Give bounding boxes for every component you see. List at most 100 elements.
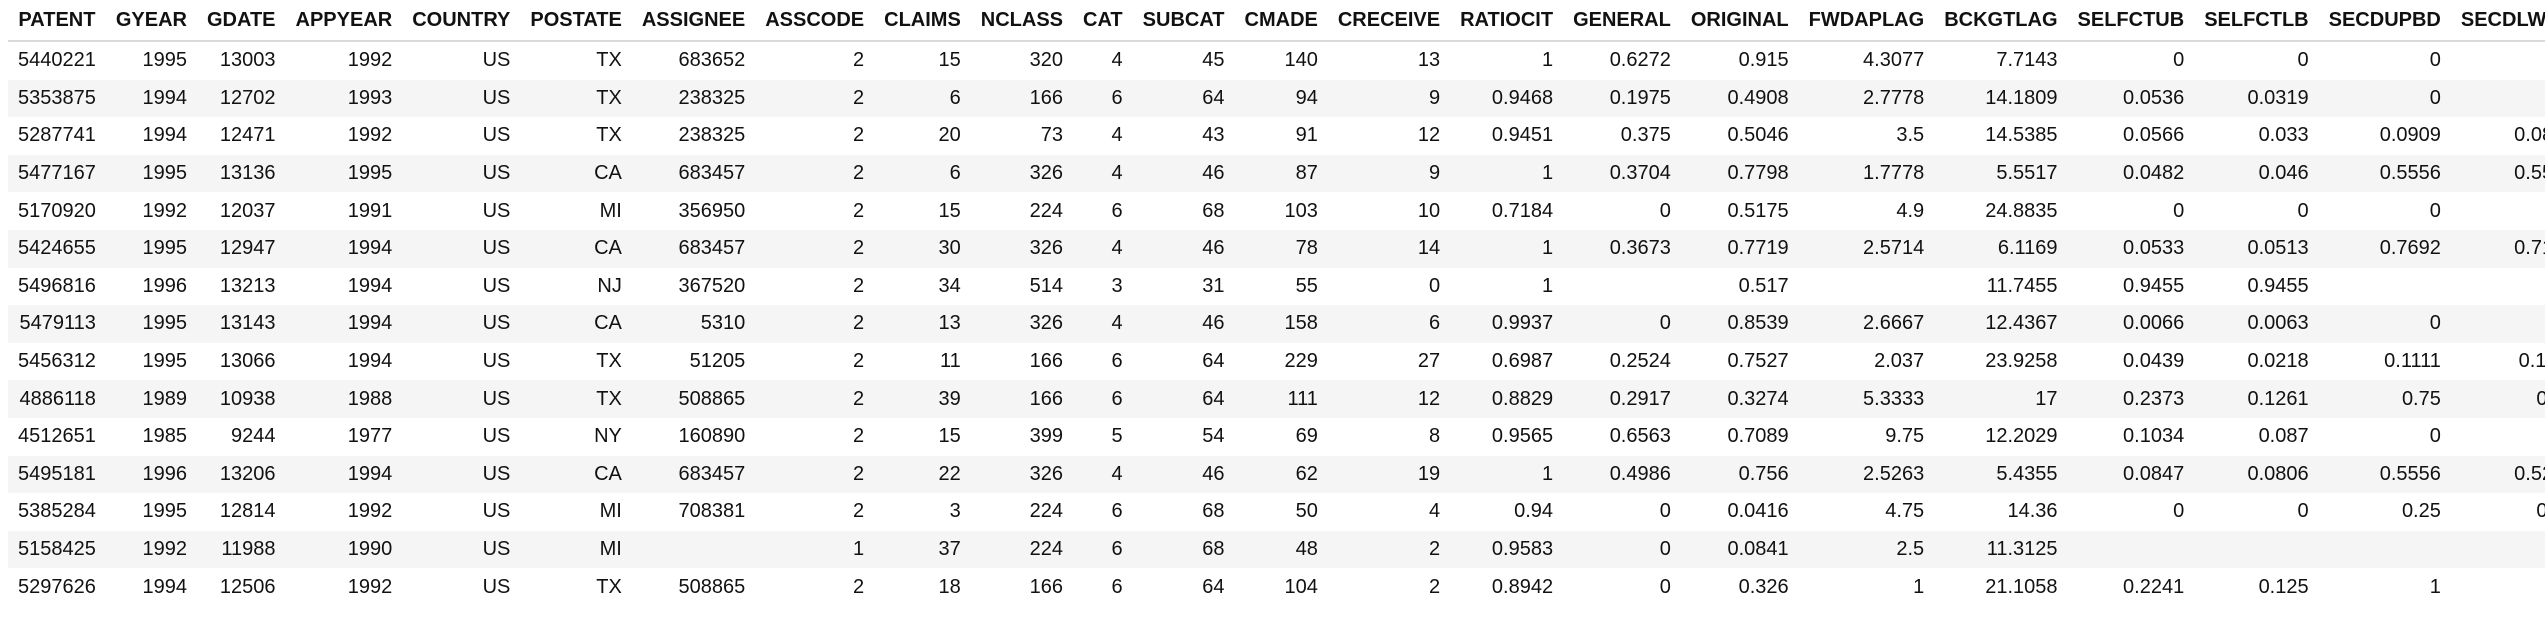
cell-appyear: 1992: [347, 124, 393, 147]
cell-assignee: 5310: [631, 305, 756, 343]
cell-nclass: 73: [1040, 124, 1064, 147]
cell-ratiocit: 1: [1541, 49, 1554, 72]
cell-bckgtlag: 23.9258: [1985, 350, 2058, 373]
cell-assignee: 683457: [631, 154, 756, 193]
cell-nclass: 166: [1029, 575, 1064, 598]
column-header-postate[interactable]: POSTATE: [520, 0, 632, 42]
cell-general: 0.2524: [1609, 350, 1671, 373]
cell-original: 0.4908: [1680, 79, 1799, 118]
table-row[interactable]: 5353875 1994 12702 1993 US TX 238325 2 6 166 6 64 94…: [8, 79, 2545, 118]
cell-appyear: 1994: [285, 455, 403, 494]
column-header-cat[interactable]: CAT: [1073, 0, 1133, 42]
cell-secdlwbd: 0.75: [2450, 380, 2545, 418]
table-row[interactable]: 5385284 1995 12814 1992 US MI 708381 2 3 224 6 68 50…: [8, 493, 2545, 531]
cell-assignee: 683652: [678, 49, 746, 72]
column-header-secdlwbd[interactable]: SECDLWBD: [2450, 0, 2545, 42]
cell-patent: 5287741: [18, 124, 96, 147]
table-row[interactable]: 4886118 1989 10938 1988 US TX 508865 2 39 166 6 64 1…: [8, 380, 2545, 418]
column-header-claims[interactable]: CLAIMS: [874, 0, 971, 42]
cell-appyear: 1993: [285, 79, 403, 118]
cell-cmade: 50: [1295, 500, 1318, 523]
table-row[interactable]: 5456312 1995 13066 1994 US TX 51205 2 11 166 6 64 22…: [8, 343, 2545, 381]
cell-cat: 6: [1111, 575, 1123, 598]
cell-claims: 13: [874, 305, 971, 343]
cell-cmade: 140: [1284, 49, 1318, 72]
cell-gyear: 1996: [142, 274, 188, 297]
cell-postate: CA: [520, 455, 632, 494]
column-header-asscode[interactable]: ASSCODE: [755, 0, 875, 42]
cell-original: 0.915: [1738, 49, 1789, 72]
table-row[interactable]: 5440221 1995 13003 1992 US TX 683652 2 15 320 4 45 1…: [8, 41, 2545, 80]
cell-cat: 4: [1073, 455, 1133, 494]
column-header-patent[interactable]: PATENT: [8, 0, 106, 42]
column-header-selfctub[interactable]: SELFCTUB: [2067, 0, 2195, 42]
cell-subcat: 46: [1132, 455, 1235, 494]
cell-asscode: 2: [755, 455, 875, 494]
table-row[interactable]: 4512651 1985 9244 1977 US NY 160890 2 15 399 5 54 69…: [8, 418, 2545, 456]
cell-assignee: 508865: [678, 575, 746, 598]
column-header-gdate[interactable]: GDATE: [197, 0, 286, 42]
cell-gdate: 12814: [219, 500, 276, 523]
cell-bckgtlag: 5.5517: [1934, 154, 2068, 193]
cell-country: US: [402, 229, 521, 268]
cell-selfctlb: 0.1261: [2194, 380, 2319, 418]
column-header-assignee[interactable]: ASSIGNEE: [631, 0, 756, 42]
table-row[interactable]: 5158425 1992 11988 1990 US MI 1 37 224 6 68 48 2 0.95…: [8, 530, 2545, 569]
cell-secdlwbd: [2451, 268, 2545, 306]
cell-cat: 4: [1073, 154, 1133, 193]
cell-nclass: 326: [970, 154, 1074, 193]
column-header-bckgtlag[interactable]: BCKGTLAG: [1934, 0, 2068, 42]
table-row[interactable]: 5495181 1996 13206 1994 US CA 683457 2 22 326 4 46 6…: [8, 455, 2545, 494]
cell-selfctub: 0.0482: [2067, 154, 2195, 193]
cell-secdupbd: 0: [2429, 425, 2441, 448]
cell-fwdaplag: 4.75: [1885, 500, 1925, 523]
column-header-country[interactable]: COUNTRY: [402, 0, 521, 42]
cell-cat: 6: [1111, 500, 1123, 523]
column-header-appyear[interactable]: APPYEAR: [285, 0, 403, 42]
column-header-subcat[interactable]: SUBCAT: [1132, 0, 1235, 42]
table-row[interactable]: 5477167 1995 13136 1995 US CA 683457 2 6 326 4 46 87…: [8, 154, 2545, 193]
column-header-general[interactable]: GENERAL: [1563, 0, 1681, 42]
cell-fwdaplag: 2.5: [1798, 530, 1935, 569]
cell-selfctub: 0.0439: [2123, 350, 2185, 373]
cell-cmade: 78: [1234, 229, 1328, 268]
cell-bckgtlag: 14.5385: [1985, 124, 2058, 147]
data-table-container: PATENT GYEAR GDATE APPYEAR COUNTRY POSTATE ASS…: [8, 0, 2545, 606]
table-row[interactable]: 5479113 1995 13143 1994 US CA 5310 2 13 326 4 46 158…: [8, 305, 2545, 343]
cell-assignee: 238325: [678, 124, 746, 147]
cell-creceive: 9: [1327, 79, 1451, 118]
cell-creceive: 6: [1327, 305, 1451, 343]
cell-asscode: 2: [853, 500, 865, 523]
cell-postate: MI: [520, 530, 632, 569]
cell-original: 0.517: [1738, 274, 1789, 297]
table-row[interactable]: 5287741 1994 12471 1992 US TX 238325 2 20 73 4 43 91…: [8, 117, 2545, 155]
column-header-secdupbd[interactable]: SECDUPBD: [2318, 0, 2451, 42]
cell-creceive: 0: [1428, 274, 1441, 297]
column-header-ratiocit[interactable]: RATIOCIT: [1450, 0, 1564, 42]
cell-fwdaplag: 3.5: [1896, 124, 1925, 147]
cell-selfctlb: 0.087: [2258, 425, 2309, 448]
cell-fwdaplag: 5.3333: [1798, 380, 1935, 418]
cell-nclass: 326: [970, 305, 1074, 343]
cell-bckgtlag: 24.8835: [1985, 199, 2058, 222]
cell-selfctub: 0: [2173, 199, 2185, 222]
column-header-fwdaplag[interactable]: FWDAPLAG: [1798, 0, 1935, 42]
column-header-nclass[interactable]: NCLASS: [970, 0, 1074, 42]
cell-country: US: [402, 79, 521, 118]
cell-country: US: [402, 455, 521, 494]
cell-fwdaplag: 2.5714: [1798, 229, 1935, 268]
column-header-creceive[interactable]: CRECEIVE: [1327, 0, 1451, 42]
column-header-gyear[interactable]: GYEAR: [105, 0, 197, 42]
table-row[interactable]: 5496816 1996 13213 1994 US NJ 367520 2 34 514 3 31 5…: [8, 268, 2545, 306]
table-row[interactable]: 5424655 1995 12947 1994 US CA 683457 2 30 326 4 46 7…: [8, 229, 2545, 268]
table-row[interactable]: 5170920 1992 12037 1991 US MI 356950 2 15 224 6 68 1…: [8, 192, 2545, 230]
table-row[interactable]: 5297626 1994 12506 1992 US TX 508865 2 18 166 6 64 1…: [8, 568, 2545, 606]
column-header-cmade[interactable]: CMADE: [1234, 0, 1328, 42]
column-header-selfctlb[interactable]: SELFCTLB: [2194, 0, 2319, 42]
column-header-original[interactable]: ORIGINAL: [1680, 0, 1799, 42]
cell-fwdaplag: 4.3077: [1863, 49, 1925, 72]
cell-secdupbd: 0: [2318, 305, 2451, 343]
cell-selfctub: [2067, 530, 2195, 569]
cell-claims: 15: [938, 199, 961, 222]
cell-subcat: 43: [1202, 124, 1225, 147]
